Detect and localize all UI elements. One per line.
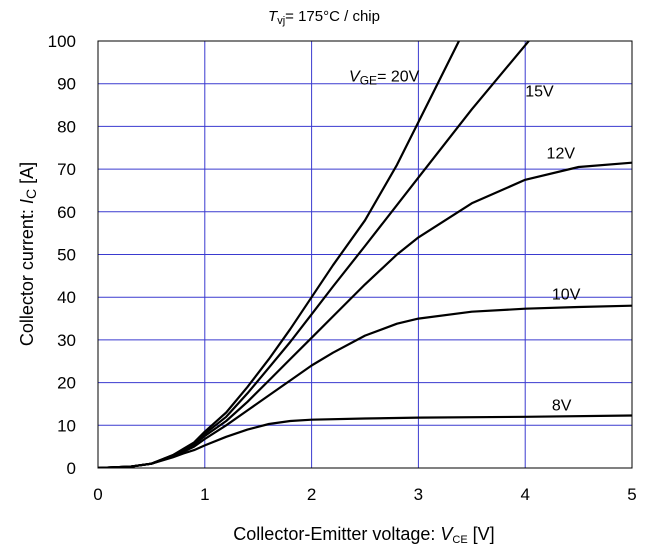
- curve-label-12v: 12V: [547, 145, 576, 162]
- series-line-20v: [98, 41, 461, 468]
- y-tick-label: 70: [57, 160, 76, 179]
- curve-label-8v: 8V: [552, 397, 572, 414]
- y-tick-label: 20: [57, 374, 76, 393]
- x-tick-labels: 0 1 2 3 4 5: [93, 485, 636, 504]
- x-tick-label: 0: [93, 485, 102, 504]
- y-tick-label: 100: [48, 32, 76, 51]
- series-lines: [98, 41, 632, 468]
- y-tick-label: 80: [57, 117, 76, 136]
- x-tick-label: 4: [520, 485, 529, 504]
- y-tick-labels: 0 10 20 30 40 50 60 70 80 90 100: [48, 32, 76, 478]
- x-tick-label: 2: [307, 485, 316, 504]
- curve-labels: VGE= 20V 15V 12V 10V 8V: [349, 69, 581, 415]
- grid-lines: [98, 41, 632, 468]
- y-tick-label: 0: [67, 459, 76, 478]
- y-tick-label: 90: [57, 75, 76, 94]
- y-tick-label: 40: [57, 288, 76, 307]
- plot-frame: [97, 40, 633, 469]
- curve-label-10v: 10V: [552, 286, 581, 303]
- y-tick-label: 10: [57, 416, 76, 435]
- curve-label-20v: VGE= 20V: [349, 69, 420, 88]
- series-line-12v: [98, 161, 632, 468]
- series-line-8v: [98, 414, 632, 468]
- x-axis-label: Collector-Emitter voltage: VCE [V]: [233, 524, 494, 546]
- curve-label-15v: 15V: [525, 84, 554, 101]
- y-axis-label: Collector current: IC [A]: [17, 162, 39, 346]
- x-tick-label: 5: [627, 485, 636, 504]
- x-tick-label: 3: [414, 485, 423, 504]
- series-line-15v: [98, 41, 531, 468]
- y-tick-label: 60: [57, 203, 76, 222]
- series-line-10v: [98, 304, 632, 468]
- chart-title: Tvj= 175°C / chip: [268, 8, 380, 27]
- x-tick-label: 1: [200, 485, 209, 504]
- y-tick-label: 30: [57, 331, 76, 350]
- y-tick-label: 50: [57, 246, 76, 265]
